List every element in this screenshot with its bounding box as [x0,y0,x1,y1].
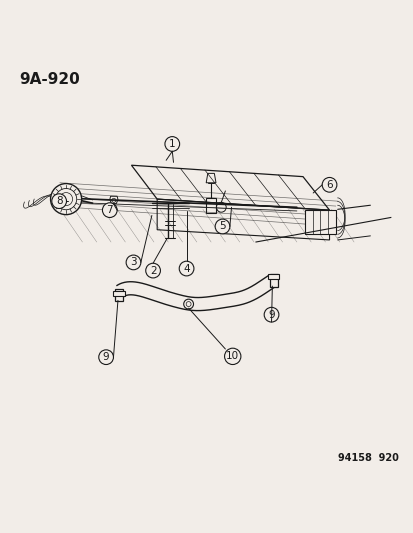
Text: 9: 9 [268,310,274,320]
Bar [113,290,125,296]
Circle shape [179,261,193,276]
Circle shape [215,219,229,234]
Bar [304,210,335,234]
Text: 5: 5 [218,222,225,231]
Bar [115,289,123,301]
Text: 4: 4 [183,263,190,273]
Circle shape [99,350,113,365]
Text: 9: 9 [102,352,109,362]
Text: 9A-920: 9A-920 [19,72,80,87]
Text: 7: 7 [106,205,113,215]
Circle shape [145,263,160,278]
Circle shape [126,255,140,270]
Circle shape [50,183,81,215]
Text: 8: 8 [56,196,62,206]
Text: 3: 3 [130,257,136,268]
Circle shape [321,177,336,192]
Circle shape [183,299,193,309]
Text: 1: 1 [169,139,175,149]
Bar [268,274,278,279]
Circle shape [164,136,179,151]
Circle shape [224,348,240,365]
Text: 2: 2 [150,265,156,276]
Circle shape [102,203,117,217]
Text: 94158  920: 94158 920 [337,453,398,463]
Bar [270,274,277,287]
Bar [206,198,216,213]
Text: 6: 6 [325,180,332,190]
Circle shape [52,194,66,208]
Circle shape [263,308,278,322]
Text: 10: 10 [225,351,239,361]
